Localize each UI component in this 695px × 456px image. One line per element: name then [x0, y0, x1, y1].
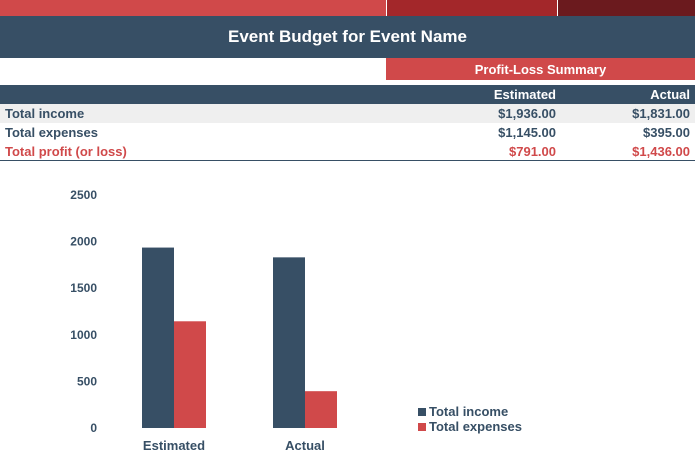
y-tick-label: 1000 [70, 328, 97, 342]
y-tick-label: 2000 [70, 235, 97, 249]
legend-swatch-expenses [418, 422, 426, 431]
page-title: Event Budget for Event Name [228, 27, 467, 46]
legend-item-expenses: Total expenses [418, 419, 522, 434]
accent-band-middle [387, 0, 557, 16]
column-header-estimated: Estimated [493, 87, 556, 102]
row-label: Total expenses [5, 125, 98, 140]
y-tick-label: 500 [77, 374, 97, 388]
x-category-label: Actual [285, 438, 325, 453]
expenses-actual: $395.00 [643, 125, 690, 140]
summary-label-text: Profit-Loss Summary [474, 61, 607, 77]
row-label: Total profit (or loss) [5, 143, 127, 159]
budget-chart: 0 500 1000 1500 2000 2500 Estimated Actual [70, 188, 337, 453]
expenses-estimated: $1,145.00 [498, 125, 556, 140]
column-header-actual: Actual [650, 87, 690, 102]
profit-actual: $1,436.00 [632, 143, 690, 159]
legend-label-income: Total income [429, 404, 509, 419]
y-tick-label: 1500 [70, 281, 97, 295]
bar-income-estimated [142, 247, 174, 428]
profit-estimated: $791.00 [509, 143, 556, 159]
accent-band-right [558, 0, 695, 16]
income-actual: $1,831.00 [632, 106, 690, 121]
x-category-label: Estimated [143, 438, 205, 453]
income-estimated: $1,936.00 [498, 106, 556, 121]
table-header-row: Estimated Actual [0, 85, 695, 104]
table-row-expenses[interactable]: Total expenses $1,145.00 $395.00 [0, 123, 695, 142]
legend-swatch-income [418, 407, 426, 416]
legend-label-expenses: Total expenses [429, 419, 522, 434]
profit-loss-summary-label: Profit-Loss Summary [386, 58, 695, 80]
table-row-profit[interactable]: Total profit (or loss) $791.00 $1,436.00 [0, 142, 695, 161]
y-tick-label: 2500 [70, 188, 97, 202]
row-label: Total income [5, 106, 85, 121]
bar-expenses-estimated [174, 321, 206, 428]
summary-table: Estimated Actual Total income $1,936.00 … [0, 85, 695, 161]
bar-expenses-actual [305, 391, 337, 428]
chart-legend: Total income Total expenses [418, 404, 522, 434]
table-row-income[interactable]: Total income $1,936.00 $1,831.00 [0, 104, 695, 123]
accent-band-left [0, 0, 386, 16]
title-bar: Event Budget for Event Name [0, 16, 695, 58]
legend-item-income: Total income [418, 404, 522, 419]
bar-income-actual [273, 257, 305, 428]
y-tick-label: 0 [90, 421, 97, 435]
